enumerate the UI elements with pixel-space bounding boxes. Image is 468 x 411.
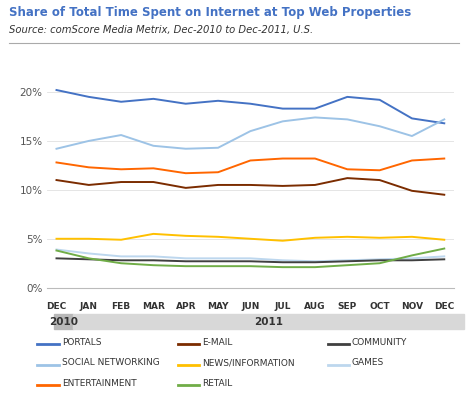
Text: OCT: OCT xyxy=(369,302,390,311)
Text: NOV: NOV xyxy=(401,302,423,311)
Text: GAMES: GAMES xyxy=(352,358,384,367)
Text: DEC: DEC xyxy=(46,302,66,311)
Text: 2010: 2010 xyxy=(49,316,78,327)
Text: AUG: AUG xyxy=(304,302,326,311)
Text: E-MAIL: E-MAIL xyxy=(202,338,233,347)
Text: Source: comScore Media Metrix, Dec-2010 to Dec-2011, U.S.: Source: comScore Media Metrix, Dec-2010 … xyxy=(9,25,314,35)
Text: COMMUNITY: COMMUNITY xyxy=(352,338,407,347)
Text: MAR: MAR xyxy=(142,302,165,311)
Text: FEB: FEB xyxy=(111,302,131,311)
Text: ENTERTAINMENT: ENTERTAINMENT xyxy=(62,379,136,388)
Text: SOCIAL NETWORKING: SOCIAL NETWORKING xyxy=(62,358,160,367)
Text: JUN: JUN xyxy=(241,302,260,311)
Text: JUL: JUL xyxy=(274,302,291,311)
Text: NEWS/INFORMATION: NEWS/INFORMATION xyxy=(202,358,295,367)
Text: RETAIL: RETAIL xyxy=(202,379,233,388)
Text: JAN: JAN xyxy=(80,302,98,311)
Text: APR: APR xyxy=(176,302,196,311)
Text: 2011: 2011 xyxy=(254,316,283,327)
Text: PORTALS: PORTALS xyxy=(62,338,101,347)
Text: DEC: DEC xyxy=(434,302,454,311)
Text: MAY: MAY xyxy=(207,302,229,311)
Text: Share of Total Time Spent on Internet at Top Web Properties: Share of Total Time Spent on Internet at… xyxy=(9,6,412,19)
Text: SEP: SEP xyxy=(338,302,357,311)
